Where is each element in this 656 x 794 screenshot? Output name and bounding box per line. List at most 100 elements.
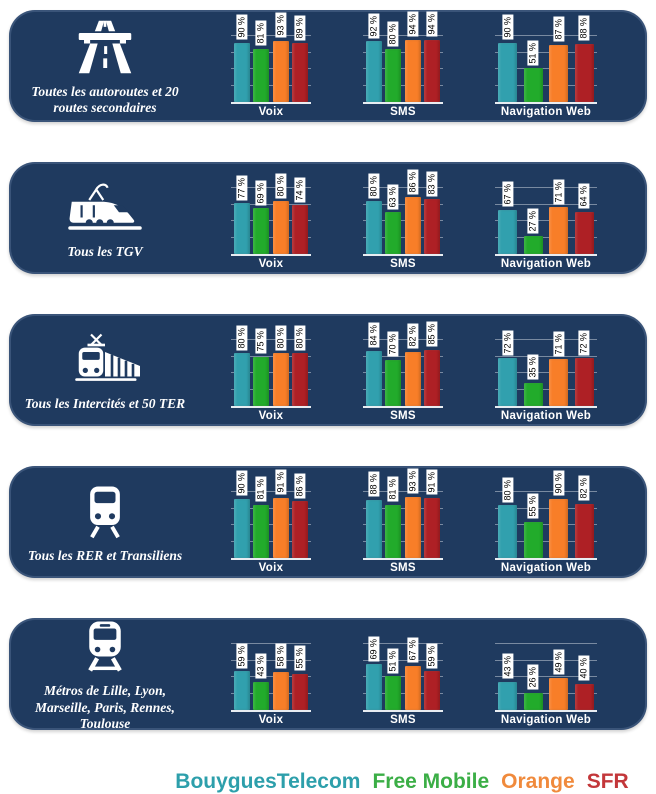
gridline [231,68,311,69]
bar-value-label: 88 % [579,16,590,41]
bar-value-label: 35 % [527,355,539,380]
bar-column-free-mobile: 80 % [385,21,402,102]
bar-sfr [291,673,308,710]
bar-value-label: 72 % [502,330,513,356]
gridline [363,659,443,661]
bar-column-bouyguestelecom: 80 % [234,325,250,406]
bars-group: 92 % 80 % 94 % 94 % [363,12,443,102]
bar-value-label: 58 % [275,644,287,669]
bar-value-label: 82 % [407,324,419,349]
bars-group: 69 % 51 % 67 % 59 % [363,636,443,710]
bar-value-label: 86 % [294,473,306,499]
bar-free-mobile [523,68,543,102]
bar-column-bouyguestelecom: 80 % [366,173,382,254]
gridline [231,372,311,373]
chart-sms: 80 % 63 % 86 % 83 % SMS [363,169,443,270]
bar-value-label: 90 % [236,15,248,40]
bar-orange [549,677,569,710]
bars-group: 80 % 75 % 80 % 80 % [231,325,311,406]
bar-orange [549,44,569,102]
bar-sfr [291,43,308,102]
bar-column-orange: 91 % [272,470,289,558]
bars-group: 90 % 81 % 93 % 89 % [231,13,311,102]
gridline [231,491,311,492]
bar-free-mobile [253,208,270,254]
gridline [363,203,443,205]
chart-voix: 59 % 43 % 58 % 55 % Voix [231,643,311,726]
chart-plot: 84 % 70 % 82 % 85 % [363,322,443,408]
bar-column-sfr: 86 % [291,473,308,558]
gridline [363,35,443,36]
gridline [495,35,597,36]
gridline [363,507,443,509]
bar-value-label: 94 % [407,12,419,37]
bar-column-free-mobile: 81 % [253,477,270,558]
bar-value-label: 80 % [294,325,306,351]
bar-value-label: 67 % [502,182,513,207]
bar-value-label: 86 % [407,169,419,195]
bar-sfr [574,503,594,558]
bars-group: 88 % 81 % 93 % 91 % [363,469,443,558]
bar-value-label: 90 % [236,471,248,496]
bar-sfr [423,39,440,102]
chart-navigation-web: 43 % 26 % 49 % 40 % Navigation Web [495,643,597,726]
gridline [363,68,443,69]
bars-group: 67 % 27 % 71 % 64 % [495,179,597,254]
chart-category-label: Voix [258,410,284,422]
chart-category-label: Voix [258,106,284,118]
bar-orange [549,498,569,558]
panel-left-section: Toutes les autoroutes et 20 routes secon… [9,10,201,122]
chart-plot: 80 % 75 % 80 % 80 % [231,325,311,408]
bar-value-label: 51 % [527,40,539,66]
panel-left-section: Métros de Lille, Lyon, Marseille, Paris,… [9,618,201,731]
bar-column-orange: 71 % [549,179,569,254]
bars-group: 43 % 26 % 49 % 40 % [495,644,597,710]
bar-value-label: 80 % [236,325,248,351]
chart-plot: 92 % 80 % 94 % 94 % [363,12,443,104]
bar-value-label: 55 % [527,494,539,519]
bars-group: 84 % 70 % 82 % 85 % [363,322,443,406]
bar-column-bouyguestelecom: 90 % [234,471,250,558]
bar-column-sfr: 91 % [423,470,440,558]
charts-row: 77 % 69 % 80 % 74 % Voix 80 % 63 % 86 % 83 % SMS 6… [201,162,647,274]
gridline [495,676,597,677]
chart-navigation-web: 72 % 35 % 71 % 72 % Navigation Web [495,330,597,422]
chart-voix: 90 % 81 % 91 % 86 % Voix [231,470,311,574]
legend: BouyguesTelecom Free Mobile Orange SFR [0,770,656,794]
bar-free-mobile [385,212,402,254]
bar-value-label: 80 % [502,477,513,503]
bar-column-free-mobile: 51 % [523,40,543,102]
chart-plot: 90 % 51 % 87 % 88 % [495,15,597,104]
bar-column-sfr: 82 % [574,476,594,558]
bar-sfr [574,211,594,254]
gridline [231,355,311,357]
legend-item-bouyguestelecom: BouyguesTelecom [175,770,361,793]
bar-free-mobile [385,49,402,102]
bar-orange [272,353,289,406]
bar-value-label: 89 % [294,15,306,41]
bar-sfr [291,501,308,558]
bar-column-orange: 80 % [272,325,289,406]
bar-value-label: 49 % [553,650,565,675]
bar-column-bouyguestelecom: 43 % [498,654,517,710]
bar-value-label: 69 % [255,180,267,206]
charts-row: 59 % 43 % 58 % 55 % Voix 69 % 51 % 67 % 59 % SMS 4… [201,618,647,730]
bar-value-label: 71 % [553,179,565,205]
bar-column-orange: 90 % [549,471,569,558]
bar-value-label: 26 % [527,665,539,690]
bar-column-free-mobile: 81 % [385,477,402,558]
chart-sms: 88 % 81 % 93 % 91 % SMS [363,469,443,574]
gridline [363,339,443,340]
chart-plot: 59 % 43 % 58 % 55 % [231,643,311,712]
bar-column-bouyguestelecom: 90 % [498,15,517,102]
bar-column-free-mobile: 70 % [385,332,402,406]
bar-column-sfr: 80 % [291,325,308,406]
gridline [363,220,443,221]
bar-value-label: 82 % [579,476,590,501]
transport-panel-tous-les-intercites-et-5: Tous les Intercités et 50 TER 80 % 75 % 80 … [9,314,647,426]
gridline [231,540,311,542]
bar-value-label: 92 % [368,13,380,39]
bars-group: 72 % 35 % 71 % 72 % [495,330,597,406]
bar-value-label: 91 % [426,470,438,495]
bar-column-orange: 87 % [549,17,569,102]
